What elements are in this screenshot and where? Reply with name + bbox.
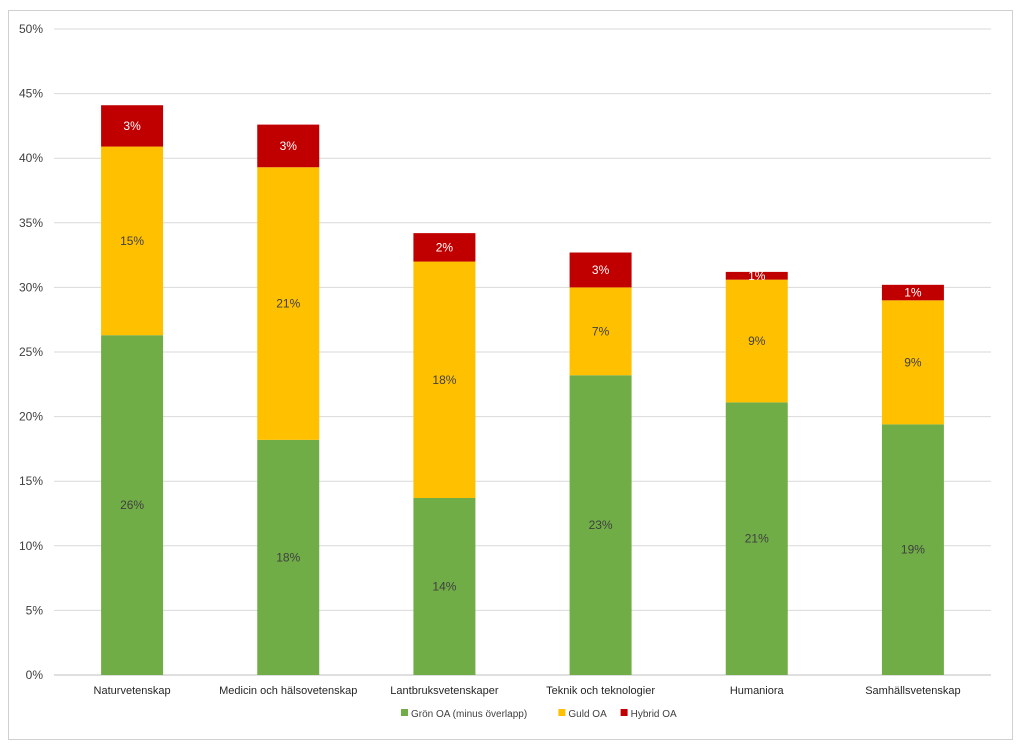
y-tick-label: 50% bbox=[19, 22, 43, 36]
y-tick-label: 10% bbox=[19, 539, 43, 553]
gridlines bbox=[54, 28, 991, 676]
y-tick-label: 30% bbox=[19, 280, 43, 294]
stacked-bar-chart: 0% 5% 10% 15% 20% 25% 30% 35% 40% 45% 50% 26% 15% 3%… bbox=[19, 22, 991, 720]
legend-swatch bbox=[401, 709, 408, 716]
bar-segment bbox=[257, 167, 320, 440]
data-label: 14% bbox=[432, 579, 456, 593]
data-label: 1% bbox=[904, 286, 922, 300]
data-label: 15% bbox=[120, 234, 144, 248]
data-label: 9% bbox=[748, 334, 766, 348]
x-tick-label: Naturvetenskap bbox=[94, 685, 171, 697]
y-tick-label: 45% bbox=[19, 87, 43, 101]
bar-segment bbox=[101, 335, 164, 675]
bar-segment bbox=[569, 287, 632, 376]
data-label: 21% bbox=[745, 532, 769, 546]
data-label: 3% bbox=[123, 119, 141, 133]
bar-segment bbox=[413, 261, 476, 498]
y-tick-label: 25% bbox=[19, 345, 43, 359]
bar-segment bbox=[725, 402, 788, 675]
data-label: 3% bbox=[280, 139, 298, 153]
y-tick-label: 35% bbox=[19, 216, 43, 230]
data-label: 2% bbox=[436, 240, 454, 254]
bar-segment bbox=[413, 497, 476, 675]
data-label: 7% bbox=[592, 324, 610, 338]
legend-item: Guld OA bbox=[558, 709, 607, 720]
bar-segment bbox=[881, 424, 944, 675]
x-tick-label: Teknik och teknologier bbox=[546, 685, 655, 697]
bar-segment bbox=[569, 252, 632, 288]
data-label: 21% bbox=[276, 297, 300, 311]
data-label: 1% bbox=[748, 269, 766, 283]
chart-frame: 0% 5% 10% 15% 20% 25% 30% 35% 40% 45% 50% 26% 15% 3%… bbox=[8, 10, 1013, 740]
bar-segment bbox=[101, 105, 164, 147]
bar-segment bbox=[413, 233, 476, 262]
legend-item: Grön OA (minus överlapp) bbox=[401, 709, 527, 720]
bar-segment bbox=[725, 271, 788, 280]
bars: 26% 15% 3% 18% 21% 3% 14% 18% 2% 23% 7% 3% 21% 9% 1% 19… bbox=[101, 105, 944, 675]
legend-swatch bbox=[620, 709, 628, 716]
legend-label: Hybrid OA bbox=[631, 709, 677, 720]
y-tick-label: 5% bbox=[26, 603, 44, 617]
bar-segment bbox=[569, 375, 632, 675]
legend-label: Grön OA (minus överlapp) bbox=[411, 709, 527, 720]
data-label: 18% bbox=[276, 550, 300, 564]
bar-segment bbox=[257, 439, 320, 675]
x-tick-label: Humaniora bbox=[730, 685, 785, 697]
bar-segment bbox=[881, 300, 944, 425]
legend: Grön OA (minus överlapp) Guld OA Hybrid OA bbox=[401, 709, 677, 720]
x-axis: Naturvetenskap Medicin och hälsovetenskap… bbox=[94, 685, 961, 697]
x-tick-label: Medicin och hälsovetenskap bbox=[219, 685, 357, 697]
y-tick-label: 15% bbox=[19, 474, 43, 488]
legend-swatch bbox=[558, 709, 566, 716]
y-axis: 0% 5% 10% 15% 20% 25% 30% 35% 40% 45% 50% bbox=[19, 22, 43, 682]
data-label: 23% bbox=[589, 518, 613, 532]
data-label: 19% bbox=[901, 543, 925, 557]
data-label: 3% bbox=[592, 263, 610, 277]
bar-segment bbox=[101, 146, 164, 336]
y-tick-label: 40% bbox=[19, 151, 43, 165]
bar-segment bbox=[881, 284, 944, 301]
legend-label: Guld OA bbox=[568, 709, 607, 720]
y-tick-label: 20% bbox=[19, 410, 43, 424]
x-tick-label: Lantbruksvetenskaper bbox=[390, 685, 499, 697]
data-label: 9% bbox=[904, 355, 922, 369]
data-label: 26% bbox=[120, 498, 144, 512]
bar-segment bbox=[257, 124, 320, 168]
bar-segment bbox=[725, 279, 788, 403]
x-tick-label: Samhällsvetenskap bbox=[865, 685, 960, 697]
data-label: 18% bbox=[432, 373, 456, 387]
legend-item: Hybrid OA bbox=[620, 709, 677, 720]
y-tick-label: 0% bbox=[26, 668, 44, 682]
